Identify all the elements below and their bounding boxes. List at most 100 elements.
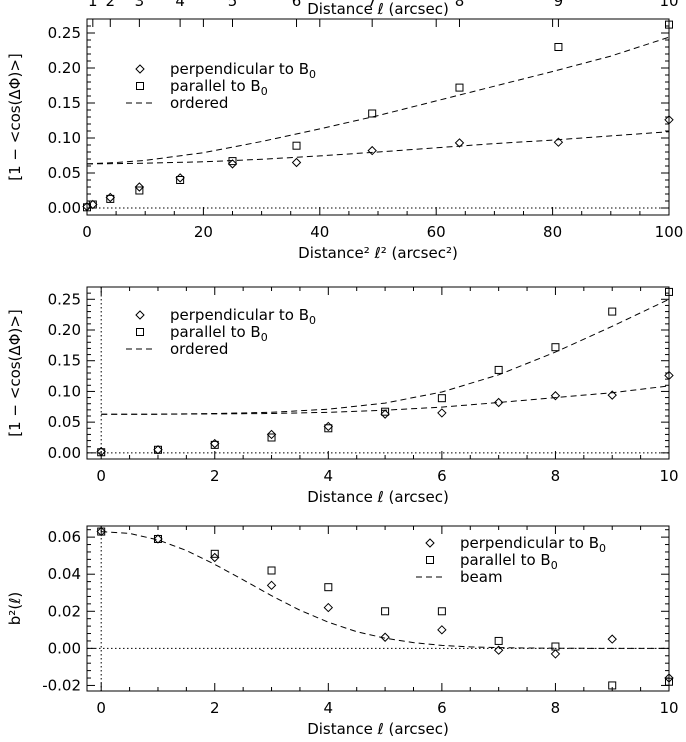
chart-panel-2: 0 2 4 6 8 10 0.00 0.05 0.10 0.15 0.20 0.25 Distance … (6, 286, 679, 506)
data-point-square (106, 194, 115, 203)
x-axis-label: Distance ℓ (arcsec) (307, 488, 449, 506)
data-point-diamond (380, 409, 390, 419)
data-point-square (135, 186, 144, 195)
data-point-diamond (367, 145, 377, 156)
x-tick-label: 2 (210, 467, 220, 485)
legend-diamond-marker (425, 538, 435, 548)
data-point-diamond (227, 159, 238, 169)
legend-entry-label: parallel to B0 (170, 323, 268, 344)
data-point-square (551, 343, 560, 352)
top-axis-tick-label: 7 (367, 0, 377, 10)
data-point-square (292, 141, 301, 150)
x-tick-label: 0 (96, 467, 106, 485)
legend-label-text: parallel to B (460, 551, 551, 569)
legend-entry-label: perpendicular to B0 (170, 60, 316, 81)
y-tick-label: 0.00 (48, 199, 81, 217)
top-axis-tick-label: 9 (554, 0, 564, 10)
data-point-diamond (175, 173, 185, 183)
data-point-diamond (105, 192, 115, 203)
data-point-diamond (553, 137, 564, 147)
legend-label-text: perpendicular to B (170, 60, 309, 78)
y-tick-label: 0.00 (48, 444, 81, 462)
x-tick-label: 0 (96, 699, 106, 717)
data-point-square (608, 307, 617, 316)
data-point-square (665, 677, 673, 686)
legend-label-text: beam (460, 568, 503, 586)
legend-entry-label: perpendicular to B0 (460, 534, 606, 555)
x-tick-label: 4 (324, 467, 334, 485)
series-line-4 (86, 36, 670, 165)
top-axis-tick-label: 10 (659, 0, 678, 10)
top-axis-tick-label: 3 (135, 0, 145, 10)
data-point-square (437, 394, 446, 403)
data-point-diamond (210, 552, 220, 563)
data-point-diamond (266, 580, 277, 591)
legend-label-subscript: 0 (261, 331, 268, 344)
data-point-diamond (266, 429, 277, 440)
x-tick-label: 8 (551, 699, 561, 717)
plot-frame (86, 525, 670, 692)
top-axis-label: Distance ℓ (arcsec) (307, 0, 449, 18)
data-point-diamond (550, 391, 561, 401)
data-point-diamond (664, 115, 674, 125)
data-point-square (324, 583, 333, 592)
data-point-square (176, 176, 185, 184)
y-axis-label: [1 − <cos(ΔΦ)>] (6, 53, 24, 181)
chart-panel-3: 0 2 4 6 8 10 -0.02 0.00 0.02 0.04 0.06 Distance ℓ (… (6, 525, 679, 738)
data-point-square (97, 448, 106, 457)
data-point-diamond (437, 625, 447, 635)
data-point-square (153, 445, 162, 454)
legend-label-subscript: 0 (551, 559, 558, 572)
x-tick-label: 6 (437, 467, 447, 485)
y-axis-label: b²(ℓ) (6, 592, 24, 625)
legend-label-subscript: 0 (599, 542, 606, 555)
data-point-square (494, 365, 503, 374)
y-tick-label: 0.15 (48, 94, 81, 112)
data-point-square (267, 566, 276, 575)
x-axis-label: Distance² ℓ² (arcsec²) (298, 244, 458, 262)
top-axis-tick-label: 1 (88, 0, 98, 10)
legend-diamond-marker (135, 310, 145, 320)
legend-label-text: ordered (170, 340, 228, 358)
y-tick-label: 0.25 (48, 24, 81, 42)
x-tick-label: 6 (437, 699, 447, 717)
x-tick-label: 2 (210, 699, 220, 717)
y-tick-label: 0.15 (48, 352, 81, 370)
y-tick-label: 0.05 (48, 413, 81, 431)
plot-frame (86, 18, 670, 216)
legend-square-marker (426, 556, 434, 564)
top-axis-tick-label: 2 (106, 0, 116, 10)
data-point-square (88, 200, 97, 209)
legend-entry-label: beam (460, 568, 503, 586)
legend-label-text: perpendicular to B (460, 534, 599, 552)
x-tick-label: 20 (194, 223, 213, 241)
legend-entry-label: perpendicular to B0 (170, 306, 316, 327)
data-point-square (608, 681, 617, 690)
legend-label-subscript: 0 (309, 68, 316, 81)
x-tick-label: 100 (655, 223, 684, 241)
legend-label-text: ordered (170, 94, 228, 112)
y-tick-label: -0.02 (42, 676, 81, 694)
y-tick-label: 0.02 (48, 602, 81, 620)
legend-label-subscript: 0 (261, 85, 268, 98)
data-point-square (665, 20, 673, 29)
x-tick-label: 10 (659, 699, 678, 717)
y-tick-label: 0.10 (48, 129, 81, 147)
y-tick-label: 0.25 (48, 290, 81, 308)
series-line-3 (101, 385, 670, 415)
data-point-diamond (550, 649, 561, 659)
data-point-square (554, 43, 563, 51)
data-point-diamond (493, 397, 504, 408)
data-point-square (83, 203, 91, 212)
data-point-diamond (291, 157, 302, 168)
data-point-square (368, 109, 377, 118)
data-point-square (551, 642, 560, 651)
data-point-diamond (323, 421, 334, 432)
top-axis-tick-label: 6 (292, 0, 302, 10)
data-point-diamond (134, 182, 145, 192)
legend-entry-label: parallel to B0 (460, 551, 558, 572)
legend-diamond-marker (135, 64, 145, 74)
data-point-diamond (664, 673, 674, 683)
y-tick-label: 0.20 (48, 321, 81, 339)
legend-label-text: parallel to B (170, 323, 261, 341)
